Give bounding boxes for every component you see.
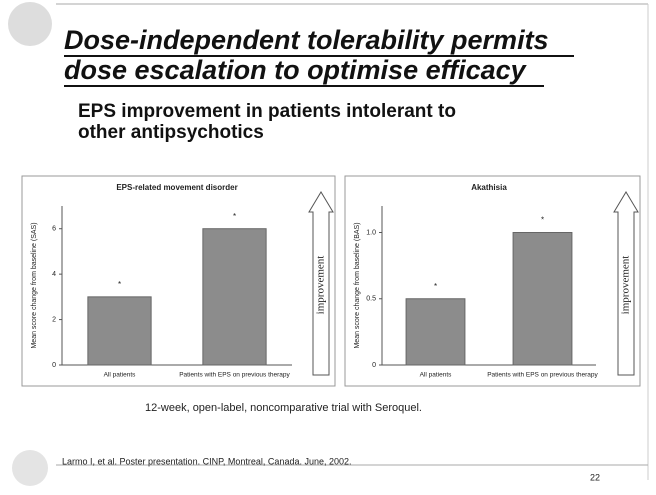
bar-label: * — [434, 282, 437, 291]
chart-title: EPS-related movement disorder — [116, 183, 237, 192]
y-axis-label: Mean score change from baseline (BAS) — [354, 222, 361, 348]
slide-title: dose escalation to optimise efficacy — [64, 55, 528, 85]
bar — [87, 296, 152, 366]
x-tick-label: Patients with EPS on previous therapy — [179, 372, 290, 379]
logo-dots — [12, 450, 48, 486]
improvement-arrow — [613, 191, 639, 376]
logo-dots — [8, 2, 52, 46]
x-tick-label: All patients — [104, 372, 137, 379]
arrow-label: improvement — [315, 256, 327, 315]
y-tick-label: 0.5 — [366, 296, 376, 303]
citation: Larmo I, et al. Poster presentation. CIN… — [62, 456, 352, 466]
y-tick-label: 4 — [52, 271, 56, 278]
subtitle: other antipsychotics — [78, 122, 264, 143]
x-tick-label: All patients — [420, 372, 453, 379]
y-axis-label: Mean score change from baseline (SAS) — [31, 222, 38, 348]
bar — [405, 298, 466, 366]
chart-frame — [344, 175, 641, 387]
bar — [512, 232, 573, 366]
y-tick-label: 1.0 — [366, 229, 376, 236]
y-tick-label: 0 — [372, 362, 376, 369]
x-tick-label: Patients with EPS on previous therapy — [487, 372, 598, 379]
trial-note: 12-week, open-label, noncomparative tria… — [145, 402, 422, 414]
y-tick-label: 6 — [52, 226, 56, 233]
bar-label: * — [233, 212, 236, 221]
chart-frame — [21, 175, 336, 387]
bar-label: * — [118, 280, 121, 289]
y-tick-label: 2 — [52, 316, 56, 323]
bar-label: * — [541, 216, 544, 225]
y-tick-label: 0 — [52, 362, 56, 369]
slide-title: Dose-independent tolerability permits — [64, 25, 549, 55]
chart-title: Akathisia — [471, 183, 507, 192]
page-number: 22 — [590, 472, 600, 482]
bar — [202, 228, 267, 366]
improvement-arrow — [308, 191, 334, 376]
arrow-label: improvement — [620, 256, 632, 315]
subtitle: EPS improvement in patients intolerant t… — [78, 101, 456, 122]
